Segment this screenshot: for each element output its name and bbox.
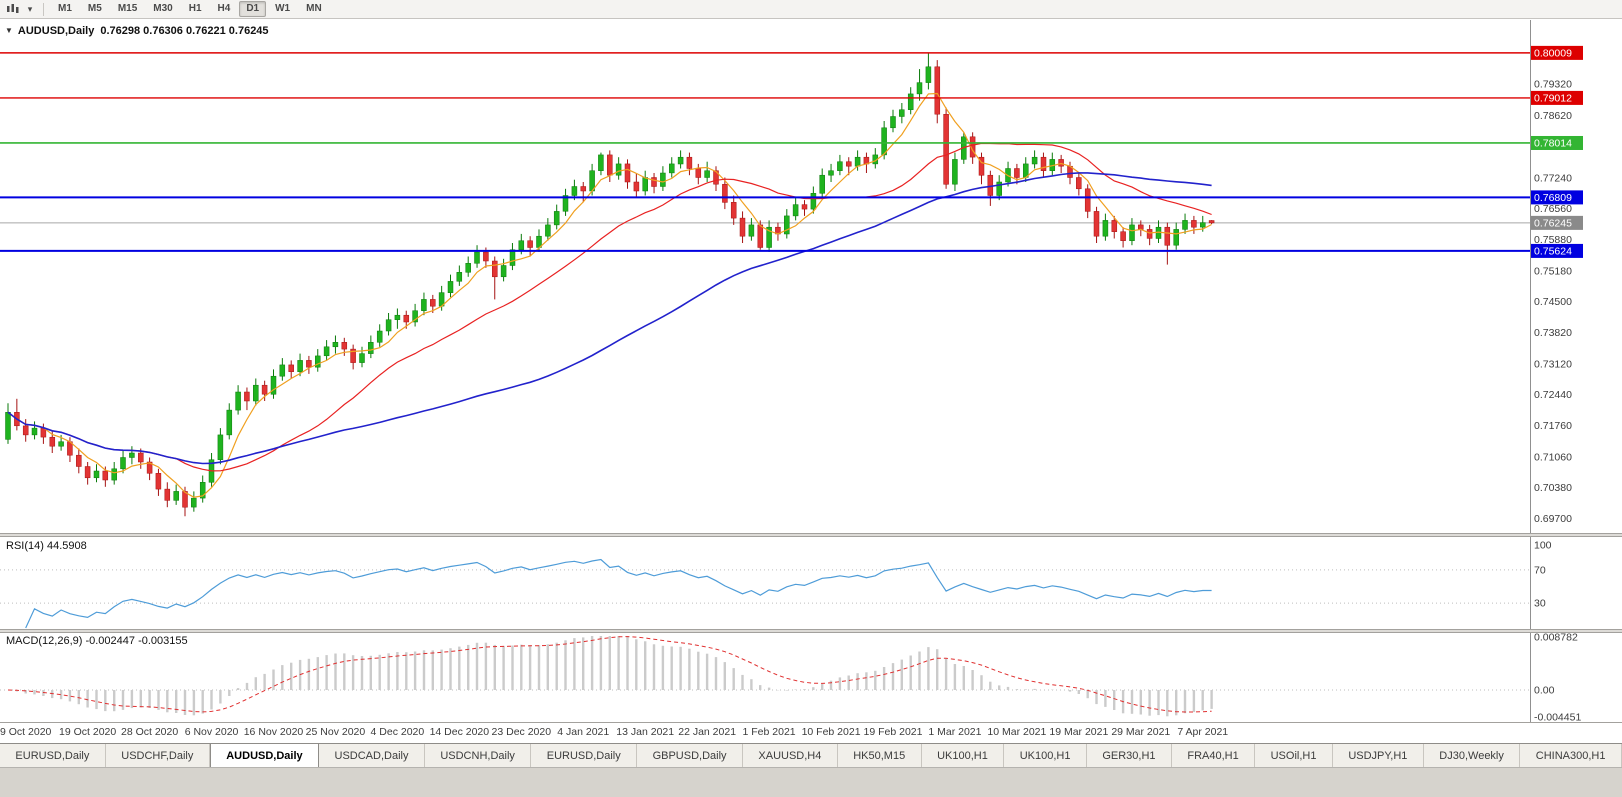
timeframe-button-h1[interactable]: H1 <box>188 3 202 14</box>
svg-text:0.75624: 0.75624 <box>1534 245 1572 257</box>
toolbar-separator <box>43 2 44 16</box>
top-toolbar: ▾ M1 M5 M15 M30 H1 H4 D1 W1 MN <box>0 0 1622 19</box>
tab-hk50-m15[interactable]: HK50,M15 <box>838 744 922 767</box>
svg-text:7 Apr 2021: 7 Apr 2021 <box>1177 726 1228 738</box>
svg-text:0.70380: 0.70380 <box>1534 482 1572 494</box>
svg-text:0.008782: 0.008782 <box>1534 632 1578 644</box>
tab-gbpusd-daily[interactable]: GBPUSD,Daily <box>637 744 743 767</box>
svg-text:10 Mar 2021: 10 Mar 2021 <box>987 726 1046 738</box>
tab-xauusd-h4[interactable]: XAUUSD,H4 <box>743 744 838 767</box>
svg-text:0.80009: 0.80009 <box>1534 47 1572 59</box>
timeframe-button-d1[interactable]: D1 <box>239 1 267 17</box>
svg-text:19 Oct 2020: 19 Oct 2020 <box>59 726 116 738</box>
chart-dropdown-caret-icon[interactable]: ▾ <box>27 3 33 14</box>
rsi-line <box>25 558 1212 629</box>
svg-text:0.71760: 0.71760 <box>1534 420 1572 432</box>
tab-fra40-h1[interactable]: FRA40,H1 <box>1172 744 1256 767</box>
svg-text:0.73120: 0.73120 <box>1534 359 1572 371</box>
svg-text:100: 100 <box>1534 540 1552 552</box>
tab-dj30-weekly[interactable]: DJ30,Weekly <box>1424 744 1521 767</box>
svg-text:25 Nov 2020: 25 Nov 2020 <box>306 726 366 738</box>
timeframe-button-m30[interactable]: M30 <box>153 3 173 14</box>
timeframe-button-m5[interactable]: M5 <box>87 3 102 14</box>
svg-text:0.72440: 0.72440 <box>1534 389 1572 401</box>
tab-china300-h1[interactable]: CHINA300,H1 <box>1520 744 1622 767</box>
ma-line-fast <box>7 92 1212 498</box>
time-axis[interactable]: 9 Oct 2020 19 Oct 2020 28 Oct 2020 6 Nov 20… <box>0 726 1228 738</box>
svg-text:0.71060: 0.71060 <box>1534 452 1572 464</box>
timeframe-button-m1[interactable]: M1 <box>58 3 72 14</box>
svg-text:4 Jan 2021: 4 Jan 2021 <box>557 726 609 738</box>
svg-text:0.79012: 0.79012 <box>1534 92 1572 104</box>
svg-text:10 Feb 2021: 10 Feb 2021 <box>802 726 861 738</box>
macd-histogram <box>15 636 1213 717</box>
svg-text:28 Oct 2020: 28 Oct 2020 <box>121 726 178 738</box>
svg-text:0.73820: 0.73820 <box>1534 327 1572 339</box>
timeframe-button-h4[interactable]: H4 <box>217 3 231 14</box>
chart-type-icon[interactable] <box>4 1 22 17</box>
tab-usdchf-daily[interactable]: USDCHF,Daily <box>106 744 210 767</box>
svg-text:70: 70 <box>1534 564 1546 576</box>
price-badge: 0.75624 <box>1531 243 1583 258</box>
svg-text:0.75880: 0.75880 <box>1534 234 1572 246</box>
svg-text:0.78620: 0.78620 <box>1534 110 1572 122</box>
price-badge: 0.76809 <box>1531 190 1583 205</box>
svg-text:4 Dec 2020: 4 Dec 2020 <box>371 726 425 738</box>
chart-canvas[interactable]: 0.793200.786200.779400.772400.765600.758… <box>0 20 1622 743</box>
panel-separator[interactable] <box>0 533 1622 537</box>
svg-text:13 Jan 2021: 13 Jan 2021 <box>616 726 674 738</box>
timeframe-button-mn[interactable]: MN <box>306 3 322 14</box>
candles-group <box>5 52 1215 517</box>
chart-tabs-bar: EURUSD,Daily USDCHF,Daily AUDUSD,Daily USDC… <box>0 743 1622 768</box>
svg-text:30: 30 <box>1534 598 1546 610</box>
svg-text:19 Mar 2021: 19 Mar 2021 <box>1049 726 1108 738</box>
tab-ger30-h1[interactable]: GER30,H1 <box>1087 744 1172 767</box>
svg-text:0.76809: 0.76809 <box>1534 192 1572 204</box>
svg-text:1 Mar 2021: 1 Mar 2021 <box>928 726 981 738</box>
tab-audusd-daily[interactable]: AUDUSD,Daily <box>209 744 320 767</box>
svg-text:6 Nov 2020: 6 Nov 2020 <box>185 726 239 738</box>
ma-line-medium <box>7 142 1212 472</box>
tab-uk100-h1[interactable]: UK100,H1 <box>922 744 1005 767</box>
ma-line-slow <box>7 172 1212 465</box>
svg-text:16 Nov 2020: 16 Nov 2020 <box>244 726 304 738</box>
svg-text:14 Dec 2020: 14 Dec 2020 <box>430 726 490 738</box>
panel-separator[interactable] <box>0 629 1622 633</box>
svg-text:0.76560: 0.76560 <box>1534 203 1572 215</box>
svg-text:9 Oct 2020: 9 Oct 2020 <box>0 726 52 738</box>
svg-text:23 Dec 2020: 23 Dec 2020 <box>492 726 552 738</box>
price-badge: 0.76245 <box>1531 215 1583 230</box>
status-strip <box>0 768 1622 797</box>
svg-text:0.79320: 0.79320 <box>1534 79 1572 91</box>
price-badge: 0.79012 <box>1531 90 1583 105</box>
svg-text:-0.004451: -0.004451 <box>1534 711 1581 723</box>
tab-usoil-h1[interactable]: USOil,H1 <box>1255 744 1333 767</box>
tab-usdcad-daily[interactable]: USDCAD,Daily <box>319 744 425 767</box>
tab-eurusd-daily[interactable]: EURUSD,Daily <box>531 744 638 767</box>
svg-text:0.00: 0.00 <box>1534 685 1555 697</box>
price-badge: 0.80009 <box>1531 45 1583 60</box>
tab-uk100-h1[interactable]: UK100,H1 <box>1004 744 1087 767</box>
timeframe-button-w1[interactable]: W1 <box>275 3 291 14</box>
tab-usdcnh-daily[interactable]: USDCNH,Daily <box>425 744 532 767</box>
svg-text:0.76245: 0.76245 <box>1534 217 1572 229</box>
timeframe-button-m15[interactable]: M15 <box>117 3 138 14</box>
svg-text:22 Jan 2021: 22 Jan 2021 <box>678 726 736 738</box>
tab-usdjpy-h1[interactable]: USDJPY,H1 <box>1333 744 1424 767</box>
tab-eurusd-daily[interactable]: EURUSD,Daily <box>0 744 106 767</box>
svg-text:1 Feb 2021: 1 Feb 2021 <box>743 726 796 738</box>
timeframe-button-group: M1 M5 M15 M30 H1 H4 D1 W1 MN <box>51 1 329 17</box>
svg-text:19 Feb 2021: 19 Feb 2021 <box>864 726 923 738</box>
svg-text:0.75180: 0.75180 <box>1534 265 1572 277</box>
svg-text:29 Mar 2021: 29 Mar 2021 <box>1111 726 1170 738</box>
svg-text:0.69700: 0.69700 <box>1534 513 1572 525</box>
svg-text:0.77240: 0.77240 <box>1534 172 1572 184</box>
svg-text:0.74500: 0.74500 <box>1534 296 1572 308</box>
svg-text:0.78014: 0.78014 <box>1534 137 1572 149</box>
price-badge: 0.78014 <box>1531 135 1583 150</box>
